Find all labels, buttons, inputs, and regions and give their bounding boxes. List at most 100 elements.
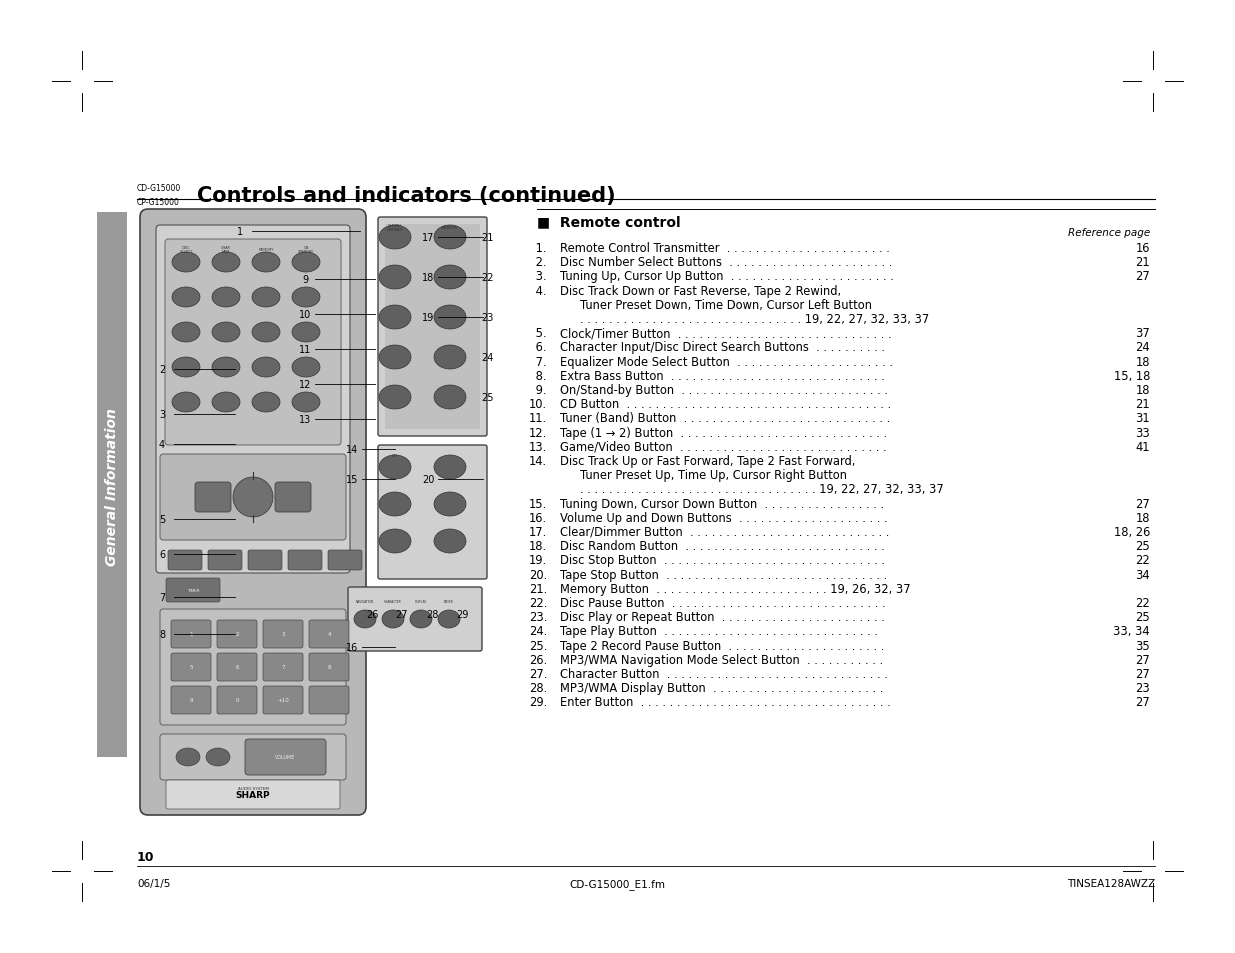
Text: ON
STANDBY: ON STANDBY — [298, 246, 314, 254]
Ellipse shape — [433, 346, 466, 370]
Ellipse shape — [291, 288, 320, 308]
FancyBboxPatch shape — [378, 446, 487, 579]
Ellipse shape — [433, 386, 466, 410]
FancyBboxPatch shape — [309, 654, 350, 681]
Circle shape — [233, 477, 273, 517]
Ellipse shape — [433, 266, 466, 290]
Text: CD: CD — [391, 454, 398, 457]
Text: ENTER: ENTER — [445, 599, 454, 603]
Text: 11.: 11. — [529, 412, 547, 425]
Text: 18, 26: 18, 26 — [1114, 525, 1150, 538]
Ellipse shape — [291, 357, 320, 377]
Text: 5: 5 — [159, 515, 165, 524]
FancyBboxPatch shape — [165, 240, 341, 446]
Text: 10: 10 — [137, 850, 154, 863]
Ellipse shape — [291, 253, 320, 273]
Text: 7.: 7. — [532, 355, 547, 368]
Ellipse shape — [252, 323, 280, 343]
Text: 5.: 5. — [532, 327, 547, 340]
Text: 21.: 21. — [529, 582, 547, 596]
FancyBboxPatch shape — [263, 686, 303, 714]
Text: 34: 34 — [1135, 568, 1150, 581]
Bar — [385, 225, 480, 430]
Text: Memory Button  . . . . . . . . . . . . . . . . . . . . . . . . 19, 26, 32, 37: Memory Button . . . . . . . . . . . . . … — [559, 582, 910, 596]
Text: 13: 13 — [299, 415, 311, 424]
Text: 29.: 29. — [529, 696, 547, 709]
Text: MP3/WMA Display Button  . . . . . . . . . . . . . . . . . . . . . . . .: MP3/WMA Display Button . . . . . . . . .… — [559, 681, 883, 695]
Text: 29: 29 — [456, 609, 468, 619]
Ellipse shape — [212, 253, 240, 273]
Text: 0: 0 — [235, 698, 238, 702]
Text: 21: 21 — [480, 233, 493, 243]
Text: 6.: 6. — [532, 341, 547, 354]
Text: Volume Up and Down Buttons  . . . . . . . . . . . . . . . . . . . . .: Volume Up and Down Buttons . . . . . . .… — [559, 511, 888, 524]
Text: 25.: 25. — [529, 639, 547, 652]
Text: 27.: 27. — [529, 667, 547, 680]
FancyBboxPatch shape — [309, 686, 350, 714]
Text: 3.: 3. — [532, 270, 547, 283]
Text: Remote Control Transmitter  . . . . . . . . . . . . . . . . . . . . . . .: Remote Control Transmitter . . . . . . .… — [559, 242, 890, 254]
Ellipse shape — [172, 357, 200, 377]
Ellipse shape — [212, 393, 240, 413]
Text: MEMORY: MEMORY — [441, 226, 458, 230]
Text: Character Button  . . . . . . . . . . . . . . . . . . . . . . . . . . . . . . .: Character Button . . . . . . . . . . . .… — [559, 667, 888, 680]
Text: 19: 19 — [422, 313, 435, 323]
Text: MP3/WMA Navigation Mode Select Button  . . . . . . . . . . .: MP3/WMA Navigation Mode Select Button . … — [559, 653, 883, 666]
Text: 3: 3 — [159, 410, 165, 419]
Text: 10: 10 — [299, 310, 311, 319]
Text: 4: 4 — [159, 439, 165, 450]
Ellipse shape — [212, 357, 240, 377]
FancyBboxPatch shape — [245, 740, 326, 775]
Text: 23: 23 — [1135, 681, 1150, 695]
Text: 25: 25 — [480, 393, 493, 402]
FancyBboxPatch shape — [161, 609, 346, 725]
Text: 27: 27 — [395, 609, 409, 619]
Text: Equalizer Mode Select Button  . . . . . . . . . . . . . . . . . . . . . .: Equalizer Mode Select Button . . . . . .… — [559, 355, 893, 368]
FancyBboxPatch shape — [170, 686, 211, 714]
Ellipse shape — [291, 393, 320, 413]
Text: 7: 7 — [282, 665, 285, 670]
Ellipse shape — [379, 530, 411, 554]
Text: 18: 18 — [422, 273, 435, 283]
FancyBboxPatch shape — [170, 654, 211, 681]
Text: . . . . . . . . . . . . . . . . . . . . . . . . . . . . . . . . . 19, 22, 27, 32: . . . . . . . . . . . . . . . . . . . . … — [580, 483, 944, 496]
Text: Controls and indicators (continued): Controls and indicators (continued) — [198, 186, 615, 206]
FancyBboxPatch shape — [217, 686, 257, 714]
Ellipse shape — [379, 266, 411, 290]
Text: CLEAR/
DIMMER: CLEAR/ DIMMER — [387, 223, 403, 233]
Text: 11: 11 — [299, 345, 311, 355]
Ellipse shape — [410, 610, 432, 628]
Text: Disc Stop Button  . . . . . . . . . . . . . . . . . . . . . . . . . . . . . . .: Disc Stop Button . . . . . . . . . . . .… — [559, 554, 885, 567]
Ellipse shape — [379, 493, 411, 517]
Text: 9: 9 — [301, 274, 308, 285]
Text: 27: 27 — [1135, 653, 1150, 666]
Text: 7: 7 — [159, 593, 165, 602]
Ellipse shape — [252, 253, 280, 273]
Text: DISC
SELECT: DISC SELECT — [179, 246, 193, 254]
Text: Disc Track Down or Fast Reverse, Tape 2 Rewind,: Disc Track Down or Fast Reverse, Tape 2 … — [559, 284, 841, 297]
Text: 2: 2 — [235, 632, 238, 637]
Text: Disc Random Button  . . . . . . . . . . . . . . . . . . . . . . . . . . . .: Disc Random Button . . . . . . . . . . .… — [559, 539, 884, 553]
Ellipse shape — [172, 393, 200, 413]
Ellipse shape — [291, 323, 320, 343]
Text: Tape Play Button  . . . . . . . . . . . . . . . . . . . . . . . . . . . . . .: Tape Play Button . . . . . . . . . . . .… — [559, 625, 878, 638]
Text: 33, 34: 33, 34 — [1114, 625, 1150, 638]
Text: 33: 33 — [1135, 426, 1150, 439]
Text: 25: 25 — [1135, 611, 1150, 623]
FancyBboxPatch shape — [140, 210, 366, 815]
FancyBboxPatch shape — [168, 551, 203, 571]
FancyBboxPatch shape — [170, 620, 211, 648]
Text: Tape Stop Button  . . . . . . . . . . . . . . . . . . . . . . . . . . . . . . .: Tape Stop Button . . . . . . . . . . . .… — [559, 568, 887, 581]
Text: 28: 28 — [426, 609, 438, 619]
Text: Disc Track Up or Fast Forward, Tape 2 Fast Forward,: Disc Track Up or Fast Forward, Tape 2 Fa… — [559, 455, 856, 468]
Ellipse shape — [252, 393, 280, 413]
Text: Extra Bass Button  . . . . . . . . . . . . . . . . . . . . . . . . . . . . . .: Extra Bass Button . . . . . . . . . . . … — [559, 370, 884, 382]
Ellipse shape — [433, 456, 466, 479]
Text: Tuner Preset Up, Time Up, Cursor Right Button: Tuner Preset Up, Time Up, Cursor Right B… — [580, 469, 847, 481]
Text: 2.: 2. — [532, 256, 547, 269]
Text: 22: 22 — [1135, 597, 1150, 609]
Text: 18: 18 — [1135, 355, 1150, 368]
Text: CD-G15000_E1.fm: CD-G15000_E1.fm — [569, 878, 664, 889]
Text: Tuner Preset Down, Time Down, Cursor Left Button: Tuner Preset Down, Time Down, Cursor Lef… — [580, 298, 872, 312]
FancyBboxPatch shape — [288, 551, 322, 571]
